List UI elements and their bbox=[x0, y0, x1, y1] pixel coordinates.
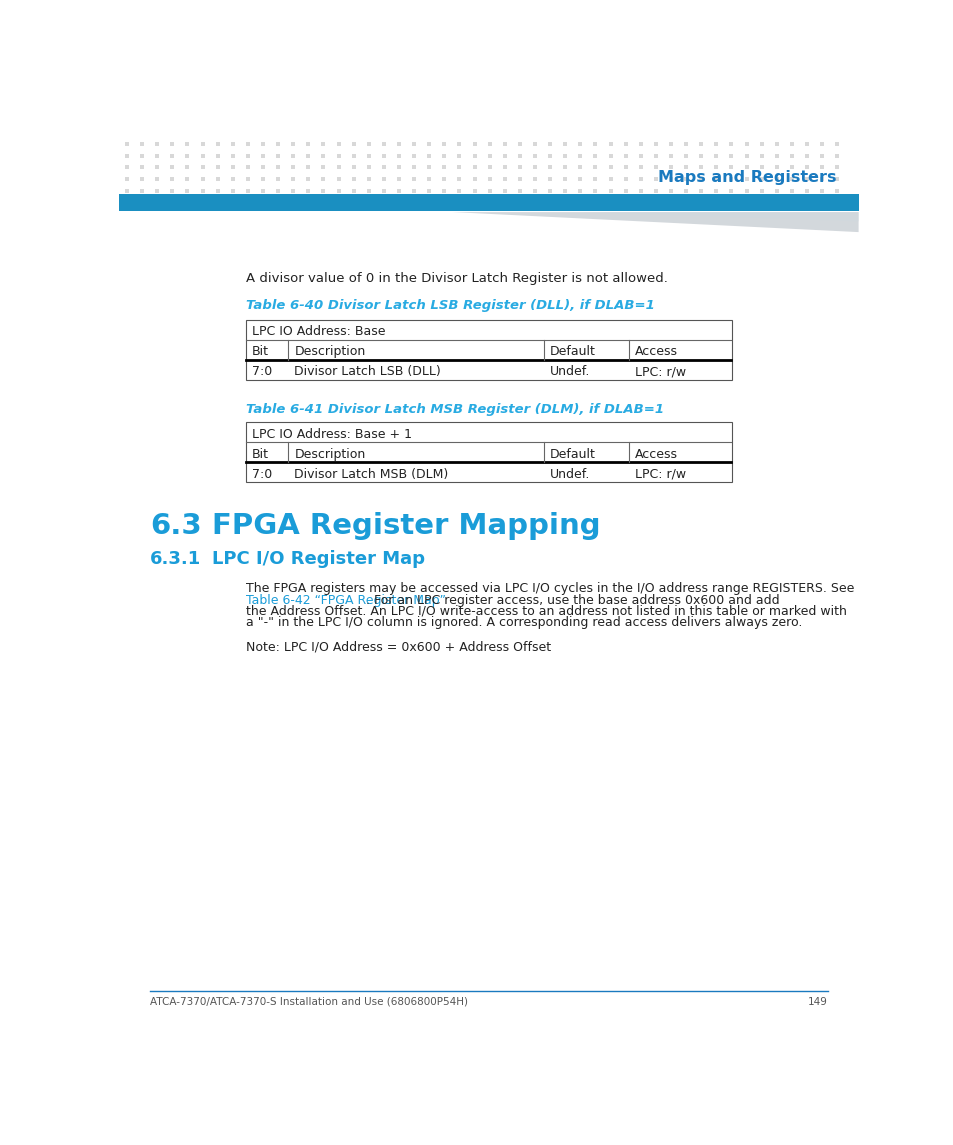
Text: LPC IO Address: Base + 1: LPC IO Address: Base + 1 bbox=[252, 428, 412, 441]
Text: ATCA-7370/ATCA-7370-S Installation and Use (6806800P54H): ATCA-7370/ATCA-7370-S Installation and U… bbox=[150, 996, 468, 1006]
Text: Description: Description bbox=[294, 346, 365, 358]
Text: Table 6-41 Divisor Latch MSB Register (DLM), if DLAB=1: Table 6-41 Divisor Latch MSB Register (D… bbox=[245, 403, 663, 416]
Text: 6.3: 6.3 bbox=[150, 512, 202, 539]
Text: 7:0: 7:0 bbox=[252, 467, 272, 481]
Text: LPC: r/w: LPC: r/w bbox=[635, 467, 686, 481]
Text: LPC: r/w: LPC: r/w bbox=[635, 365, 686, 378]
Text: Undef.: Undef. bbox=[550, 365, 590, 378]
Text: FPGA Register Mapping: FPGA Register Mapping bbox=[212, 512, 600, 539]
Text: Description: Description bbox=[294, 448, 365, 460]
Text: Default: Default bbox=[550, 346, 596, 358]
Text: Maps and Registers: Maps and Registers bbox=[658, 169, 836, 185]
Text: Access: Access bbox=[635, 346, 678, 358]
Text: the Address Offset. An LPC I/O write-access to an address not listed in this tab: the Address Offset. An LPC I/O write-acc… bbox=[245, 605, 845, 618]
Text: A divisor value of 0 in the Divisor Latch Register is not allowed.: A divisor value of 0 in the Divisor Latc… bbox=[245, 273, 667, 285]
Bar bbox=[245, 423, 731, 482]
Text: Divisor Latch LSB (DLL): Divisor Latch LSB (DLL) bbox=[294, 365, 440, 378]
Text: Table 6-42 “FPGA Register Map”: Table 6-42 “FPGA Register Map” bbox=[245, 593, 445, 607]
Bar bbox=[119, 194, 858, 211]
Text: The FPGA registers may be accessed via LPC I/O cycles in the I/O address range R: The FPGA registers may be accessed via L… bbox=[245, 583, 853, 595]
Text: LPC I/O Register Map: LPC I/O Register Map bbox=[212, 550, 425, 568]
Text: 6.3.1: 6.3.1 bbox=[150, 550, 201, 568]
Bar bbox=[245, 319, 731, 380]
Text: LPC IO Address: Base: LPC IO Address: Base bbox=[252, 325, 385, 338]
Text: Note: LPC I/O Address = 0x600 + Address Offset: Note: LPC I/O Address = 0x600 + Address … bbox=[245, 640, 550, 654]
Text: Default: Default bbox=[550, 448, 596, 460]
Text: a "-" in the LPC I/O column is ignored. A corresponding read access delivers alw: a "-" in the LPC I/O column is ignored. … bbox=[245, 616, 801, 629]
Text: Bit: Bit bbox=[252, 448, 269, 460]
Text: Undef.: Undef. bbox=[550, 467, 590, 481]
Text: 7:0: 7:0 bbox=[252, 365, 272, 378]
Text: Bit: Bit bbox=[252, 346, 269, 358]
Text: Table 6-40 Divisor Latch LSB Register (DLL), if DLAB=1: Table 6-40 Divisor Latch LSB Register (D… bbox=[245, 299, 654, 313]
Text: Access: Access bbox=[635, 448, 678, 460]
Text: Divisor Latch MSB (DLM): Divisor Latch MSB (DLM) bbox=[294, 467, 448, 481]
Text: 149: 149 bbox=[807, 996, 827, 1006]
Polygon shape bbox=[119, 212, 858, 232]
Text: . For an LPC register access, use the base address 0x600 and add: . For an LPC register access, use the ba… bbox=[366, 593, 779, 607]
Polygon shape bbox=[452, 212, 858, 221]
